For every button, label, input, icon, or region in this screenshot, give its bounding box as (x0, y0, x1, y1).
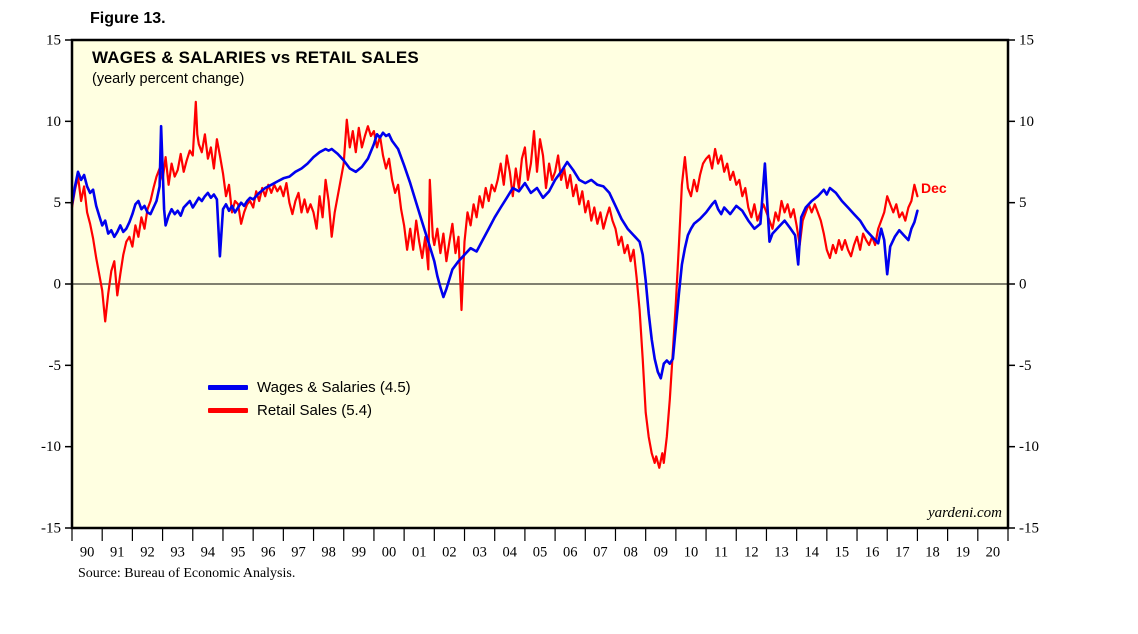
last-point-annotation: Dec (921, 180, 947, 196)
svg-text:0: 0 (1019, 276, 1027, 292)
svg-text:16: 16 (865, 545, 880, 561)
legend-label-wages: Wages & Salaries (4.5) (257, 379, 411, 396)
svg-text:01: 01 (412, 545, 427, 561)
wages-line-swatch (208, 385, 248, 390)
svg-text:91: 91 (110, 545, 125, 561)
svg-text:02: 02 (442, 545, 457, 561)
svg-text:04: 04 (503, 545, 518, 561)
svg-text:98: 98 (321, 545, 336, 561)
svg-text:-10: -10 (1019, 439, 1039, 455)
svg-text:18: 18 (925, 545, 940, 561)
svg-text:97: 97 (291, 545, 306, 561)
svg-text:90: 90 (80, 545, 95, 561)
svg-text:05: 05 (533, 545, 548, 561)
legend-item-retail: Retail Sales (5.4) (208, 399, 411, 422)
chart-title: WAGES & SALARIES vs RETAIL SALES (92, 48, 419, 67)
svg-text:96: 96 (261, 545, 276, 561)
svg-text:03: 03 (472, 545, 487, 561)
watermark: yardeni.com (927, 505, 1002, 521)
legend: Wages & Salaries (4.5) Retail Sales (5.4… (208, 376, 411, 422)
svg-text:92: 92 (140, 545, 155, 561)
source-note: Source: Bureau of Economic Analysis. (78, 566, 296, 581)
svg-text:10: 10 (46, 114, 61, 130)
svg-text:11: 11 (714, 545, 728, 561)
svg-text:10: 10 (1019, 114, 1034, 130)
svg-text:15: 15 (1019, 32, 1034, 48)
legend-item-wages: Wages & Salaries (4.5) (208, 376, 411, 399)
svg-text:93: 93 (170, 545, 185, 561)
retail-line-swatch (208, 408, 248, 413)
svg-text:00: 00 (382, 545, 397, 561)
svg-text:15: 15 (835, 545, 850, 561)
svg-text:94: 94 (201, 545, 216, 561)
svg-text:08: 08 (623, 545, 638, 561)
svg-text:06: 06 (563, 545, 578, 561)
svg-text:95: 95 (231, 545, 246, 561)
svg-text:-5: -5 (1019, 358, 1032, 374)
svg-text:-5: -5 (49, 358, 62, 374)
svg-text:12: 12 (744, 545, 759, 561)
svg-text:09: 09 (654, 545, 669, 561)
svg-text:-15: -15 (41, 520, 61, 536)
svg-text:0: 0 (54, 276, 62, 292)
svg-text:14: 14 (804, 545, 819, 561)
svg-text:15: 15 (46, 32, 61, 48)
svg-text:07: 07 (593, 545, 608, 561)
chart-subtitle: (yearly percent change) (92, 71, 245, 87)
svg-text:13: 13 (774, 545, 789, 561)
svg-text:17: 17 (895, 545, 910, 561)
svg-text:20: 20 (986, 545, 1001, 561)
figure-number-label: Figure 13. (90, 10, 166, 27)
legend-label-retail: Retail Sales (5.4) (257, 402, 373, 419)
svg-text:99: 99 (352, 545, 367, 561)
svg-text:5: 5 (1019, 195, 1027, 211)
svg-text:10: 10 (684, 545, 699, 561)
svg-text:-10: -10 (41, 439, 61, 455)
svg-text:19: 19 (955, 545, 970, 561)
svg-text:5: 5 (54, 195, 62, 211)
svg-text:-15: -15 (1019, 520, 1039, 536)
